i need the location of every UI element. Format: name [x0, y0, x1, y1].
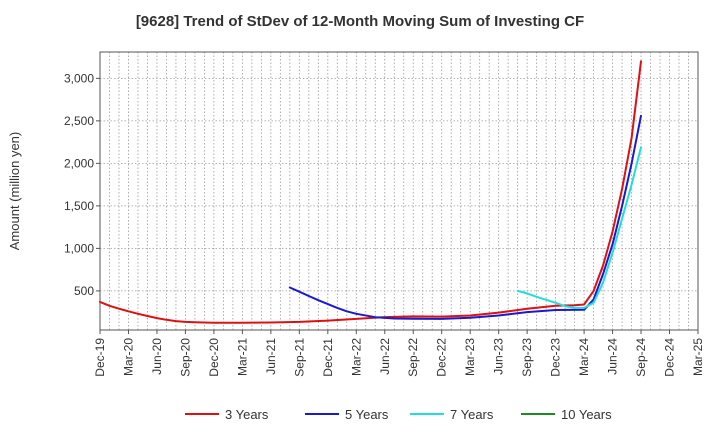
- legend-item-10-years: 10 Years: [521, 407, 612, 422]
- y-tick-label: 3,000: [64, 71, 94, 85]
- x-tick-label: Dec-24: [663, 338, 677, 377]
- chart-title: [9628] Trend of StDev of 12-Month Moving…: [135, 13, 585, 30]
- series-line-3-years: [99, 60, 642, 324]
- x-tick-label: Dec-19: [93, 338, 107, 377]
- x-tick-label: Sep-23: [520, 338, 534, 377]
- y-axis-title: Amount (million yen): [7, 132, 22, 251]
- x-tick-label: Mar-24: [577, 338, 591, 376]
- x-tick-label: Jun-21: [264, 338, 278, 375]
- x-tick-label: Sep-20: [178, 338, 192, 377]
- x-tick-label: Mar-23: [463, 338, 477, 376]
- legend-label: 7 Years: [450, 407, 494, 422]
- grid-lines: [100, 52, 698, 330]
- x-tick-label: Sep-22: [406, 338, 420, 377]
- x-tick-label: Mar-22: [349, 338, 363, 376]
- x-tick-label: Dec-20: [207, 338, 221, 377]
- x-tick-label: Dec-21: [321, 338, 335, 377]
- legend: 3 Years 5 Years 7 Years 10 Years: [185, 407, 612, 422]
- y-axis-ticks: 500 1,000 1,500 2,000 2,500 3,000: [64, 71, 100, 298]
- x-tick-label: Jun-23: [492, 338, 506, 375]
- x-tick-label: Jun-24: [606, 338, 620, 375]
- y-tick-label: 500: [74, 284, 94, 298]
- legend-label: 5 Years: [345, 407, 389, 422]
- series-lines: [99, 60, 642, 324]
- x-tick-label: Dec-23: [549, 338, 563, 377]
- x-tick-label: Jun-20: [150, 338, 164, 375]
- x-axis-ticks: Dec-19 Mar-20 Jun-20 Sep-20 Dec-20 Mar-21 Jun-…: [93, 330, 705, 377]
- x-tick-label: Mar-20: [121, 338, 135, 376]
- x-tick-label: Dec-22: [435, 338, 449, 377]
- x-tick-label: Sep-24: [634, 338, 648, 377]
- y-tick-label: 2,500: [64, 114, 94, 128]
- x-tick-label: Sep-21: [292, 338, 306, 377]
- x-tick-label: Mar-21: [235, 338, 249, 376]
- legend-label: 10 Years: [561, 407, 612, 422]
- x-tick-label: Jun-22: [378, 338, 392, 375]
- y-tick-label: 1,500: [64, 199, 94, 213]
- y-tick-label: 1,000: [64, 241, 94, 255]
- legend-item-3-years: 3 Years: [185, 407, 269, 422]
- legend-label: 3 Years: [225, 407, 269, 422]
- y-tick-label: 2,000: [64, 156, 94, 170]
- series-line-5-years: [288, 114, 642, 320]
- plot-area: [99, 51, 699, 331]
- series-line-7-years: [516, 146, 642, 309]
- legend-item-7-years: 7 Years: [410, 407, 494, 422]
- x-tick-label: Mar-25: [691, 338, 705, 376]
- legend-item-5-years: 5 Years: [305, 407, 389, 422]
